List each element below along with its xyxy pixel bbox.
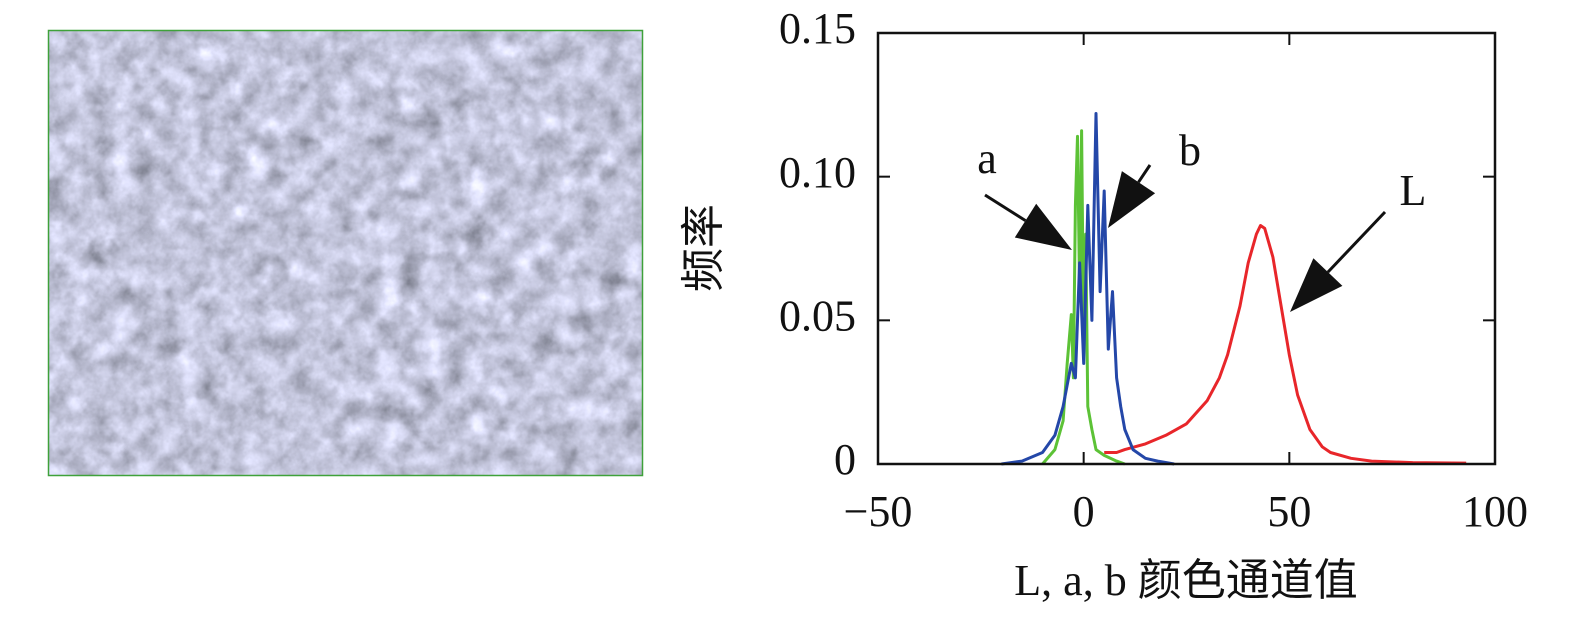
series-line xyxy=(1001,112,1175,466)
photo-texture xyxy=(48,30,643,476)
annotation: a xyxy=(977,134,997,183)
photo-border xyxy=(47,29,644,477)
x-tick-label: −50 xyxy=(844,487,913,536)
series-line xyxy=(1041,129,1126,466)
plot-frame xyxy=(876,31,1497,466)
annotation: b xyxy=(1179,126,1201,175)
arrow-head xyxy=(1014,203,1072,250)
arrow xyxy=(984,193,1027,222)
x-tick-label: 0 xyxy=(1073,487,1095,536)
y-tick-label: 0 xyxy=(834,435,856,484)
series-line xyxy=(1104,224,1467,465)
y-axis-label: 频率 xyxy=(679,204,728,292)
y-tick-label: 0.15 xyxy=(779,4,856,53)
y-tick-label: 0.10 xyxy=(779,148,856,197)
x-axis-label: L, a, b 颜色通道值 xyxy=(1014,556,1357,605)
y-tick-label: 0.05 xyxy=(779,291,856,340)
arrow-head xyxy=(1108,171,1156,228)
x-tick-label: 50 xyxy=(1267,487,1311,536)
plot xyxy=(1001,112,1467,466)
annotation: L xyxy=(1400,166,1427,215)
arrow xyxy=(1137,164,1152,184)
arrow xyxy=(1326,210,1387,274)
x-tick-label: 100 xyxy=(1462,487,1528,536)
arrow-head xyxy=(1290,258,1343,312)
